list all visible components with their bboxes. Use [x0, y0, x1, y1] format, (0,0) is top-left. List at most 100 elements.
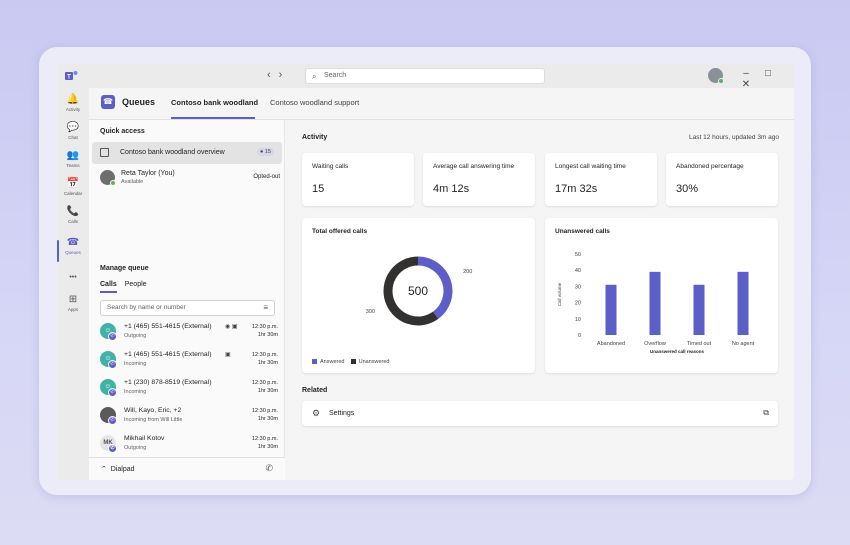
manage-queue-title: Manage queue	[100, 265, 149, 272]
tab-contoso-woodland-support[interactable]: Contoso woodland support	[270, 98, 360, 107]
avatar	[100, 170, 116, 186]
y-tick-label: 30	[575, 284, 581, 290]
back-arrow-icon[interactable]: ‹	[267, 69, 279, 81]
x-tick-label: Overflow	[644, 341, 666, 347]
call-direction: Outgoing	[124, 333, 147, 339]
rail-item-calls[interactable]: 📞 Calls	[57, 206, 89, 224]
queue-search-placeholder: Search by name or number	[107, 304, 186, 311]
rail-item-apps[interactable]: ⊞ Apps	[57, 294, 89, 312]
quick-access-overview-item[interactable]: Contoso bank woodland overview ● 15	[92, 142, 282, 164]
agent-name: Reta Taylor (You)	[121, 170, 175, 177]
phone-icon: 📞	[66, 206, 80, 217]
more-icon: •••	[69, 274, 77, 281]
forward-arrow-icon[interactable]: ›	[278, 69, 291, 81]
call-time: 12:30 p.m.1hr 30m	[252, 324, 278, 338]
call-row[interactable]: ☺ ✆ +1 (230) 878-8519 (External) Incoming 12…	[100, 377, 280, 403]
manage-queue-tabs: Calls People	[100, 281, 155, 293]
total-offered-calls-card: Total offered calls 200 300 500 Answered U…	[302, 218, 535, 373]
bar-abandoned	[605, 284, 617, 335]
avatar: ☺✆	[100, 323, 117, 341]
call-status-icon: ◉ ▣	[225, 324, 238, 330]
call-row[interactable]: ✆ Will, Kayo, Eric, +2 Incoming from Will …	[100, 405, 280, 431]
chart-title: Unanswered calls	[555, 228, 610, 235]
stat-card-waiting-calls: Waiting calls 15	[302, 153, 414, 206]
open-external-icon[interactable]: ⧉	[763, 408, 769, 417]
quick-access-title: Quick access	[100, 128, 145, 135]
settings-row[interactable]: ⚙ Settings ⧉	[302, 401, 778, 426]
activity-updated: Last 12 hours, updated 3m ago	[689, 134, 779, 141]
tab-people[interactable]: People	[124, 281, 147, 288]
call-direction: Incoming from Will Little	[124, 417, 183, 423]
agent-row[interactable]: Reta Taylor (You) Available Opted-out	[100, 170, 280, 190]
chart-legend: Answered Unanswered	[312, 359, 389, 365]
caller-name: Will, Kayo, Eric, +2	[124, 407, 182, 414]
overview-icon	[100, 148, 109, 157]
y-axis-label: Call volume	[557, 282, 562, 306]
rail-item-calendar[interactable]: 📅 Calendar	[57, 178, 89, 196]
call-row[interactable]: ☺ ✆ +1 (465) 551-4615 (External) Incoming ▣ 1…	[100, 349, 280, 375]
dialpad-label: ⌃ Dialpad	[101, 466, 135, 473]
activity-pane: Activity Last 12 hours, updated 3m ago W…	[285, 120, 794, 480]
y-tick-label: 40	[575, 268, 581, 274]
slice-value-label: 200	[463, 269, 472, 275]
presence-icon	[718, 78, 724, 84]
queues-icon: ☎	[66, 237, 80, 248]
donut-slice-answered	[417, 256, 453, 319]
call-time: 12:30 p.m.1hr 30m	[252, 352, 278, 366]
activity-title: Activity	[302, 134, 328, 141]
avatar: ☺✆	[100, 379, 117, 397]
call-row[interactable]: ☺ ✆ +1 (465) 551-4615 (External) Outgoing ◉ …	[100, 321, 280, 347]
avatar: ☺✆	[100, 351, 117, 369]
app-rail: 🔔 Activity 💬 Chat 👥 Teams 📅 Calendar 📞 C…	[57, 88, 89, 480]
call-row[interactable]: MK ✆ Mikhail Kotov Outgoing 12:30 p.m. 1hr 30…	[100, 433, 280, 459]
phone-badge-icon: ✆	[108, 444, 117, 453]
stat-card-abandoned: Abandoned percentage 30%	[666, 153, 778, 206]
call-direction: Incoming	[124, 361, 147, 367]
queues-header: ☎ Queues Contoso bank woodland Contoso w…	[89, 88, 794, 120]
caller-name: +1 (230) 878-8519 (External)	[124, 379, 212, 386]
rail-item-queues[interactable]: ☎ Queues	[57, 237, 89, 255]
close-button[interactable]: ✕	[741, 79, 751, 90]
legend-swatch	[350, 359, 356, 364]
bell-icon: 🔔	[66, 94, 80, 105]
opt-status[interactable]: Opted-out	[253, 174, 280, 180]
overview-label: Contoso bank woodland overview	[120, 149, 225, 156]
dialpad-bar[interactable]: ⌃ Dialpad ✆	[89, 457, 285, 480]
minimize-button[interactable]: –	[743, 68, 749, 79]
stat-card-avg-answer-time: Average call answering time 4m 12s	[423, 153, 535, 206]
rail-item-chat[interactable]: 💬 Chat	[57, 122, 89, 140]
queue-search-input[interactable]: Search by name or number ≡	[100, 300, 275, 316]
queues-app-icon: ☎	[101, 95, 115, 109]
rail-item-teams[interactable]: 👥 Teams	[57, 150, 89, 168]
search-input[interactable]: ⌕ Search	[305, 68, 545, 84]
stat-value: 4m 12s	[433, 183, 470, 195]
dialpad-phone-icon[interactable]: ✆	[265, 463, 273, 473]
calendar-icon: 📅	[66, 178, 80, 189]
active-tab-underline	[171, 117, 255, 119]
x-tick-label: Timed out	[687, 341, 712, 347]
teams-window: T ‹› ⌕ Search – □ ✕ 🔔 Activity 💬 Chat 👥 Te…	[57, 64, 794, 480]
call-direction: Outgoing	[124, 445, 147, 451]
call-status-icon: ▣	[225, 352, 231, 358]
stat-value: 17m 32s	[555, 183, 598, 195]
rail-item-more[interactable]: •••	[57, 272, 89, 284]
maximize-button[interactable]: □	[764, 68, 772, 79]
rail-item-activity[interactable]: 🔔 Activity	[57, 94, 89, 112]
call-time: 12:30 p.m.1hr 30m	[252, 436, 278, 450]
teams-icon: 👥	[66, 150, 80, 161]
tab-calls[interactable]: Calls	[100, 281, 117, 293]
tab-contoso-bank-woodland[interactable]: Contoso bank woodland	[171, 98, 259, 107]
settings-label: Settings	[329, 410, 355, 417]
legend-swatch	[312, 359, 317, 364]
related-title: Related	[302, 387, 328, 394]
caller-name: Mikhail Kotov	[124, 435, 165, 442]
bar-chart: 0 10 20 30 40 50 Call volume Abandoned Overflow T…	[557, 252, 755, 354]
call-time: 12:30 p.m.1hr 30m	[252, 408, 278, 422]
avatar[interactable]	[708, 68, 724, 84]
agent-status: Available	[121, 179, 144, 185]
apps-icon: ⊞	[68, 294, 78, 305]
filter-icon[interactable]: ≡	[263, 303, 268, 312]
phone-badge-icon: ✆	[108, 360, 117, 369]
search-placeholder: Search	[324, 72, 347, 79]
phone-badge-icon: ✆	[108, 416, 117, 425]
